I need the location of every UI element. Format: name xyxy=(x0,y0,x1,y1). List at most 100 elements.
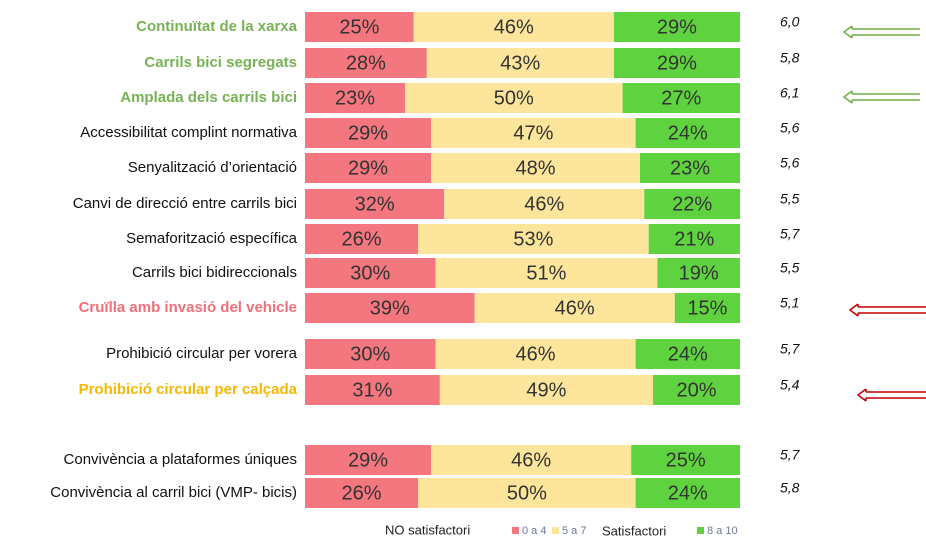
legend-swatch xyxy=(552,527,559,534)
value-label: 23% xyxy=(335,87,375,109)
value-label: 49% xyxy=(526,379,566,401)
value-label: 50% xyxy=(507,482,547,504)
bar-segment xyxy=(613,12,740,42)
value-label: 46% xyxy=(516,343,556,365)
category-label: Senyalització d’orientació xyxy=(128,159,297,176)
value-label: 30% xyxy=(350,262,390,284)
bar-segment xyxy=(413,12,614,42)
bar-segment xyxy=(639,153,740,183)
category-label: Convivència al carril bici (VMP- bicis) xyxy=(50,484,297,501)
legend-label: 8 a 10 xyxy=(707,525,738,537)
score: 5,6 xyxy=(780,120,800,136)
value-label: 29% xyxy=(348,157,388,179)
legend-group: Satisfactori xyxy=(602,523,666,538)
category-label: Prohibició circular per vorera xyxy=(106,345,298,362)
score: 6,0 xyxy=(780,14,800,30)
legend-group: NO satisfactori xyxy=(385,522,470,537)
bar-segment xyxy=(305,293,475,323)
value-label: 50% xyxy=(494,87,534,109)
value-label: 28% xyxy=(346,52,386,74)
value-label: 48% xyxy=(516,157,556,179)
value-label: 46% xyxy=(494,16,534,38)
bar-segment xyxy=(635,118,740,148)
category-label: Amplada dels carrils bici xyxy=(120,89,297,106)
legend-label: 0 a 4 xyxy=(522,525,546,537)
category-label: Canvi de direcció entre carrils bici xyxy=(73,195,297,212)
bar-segment xyxy=(613,48,740,78)
value-label: 43% xyxy=(500,52,540,74)
category-label: Semaforització específica xyxy=(126,230,298,247)
score: 5,5 xyxy=(780,260,800,276)
value-label: 26% xyxy=(342,228,382,250)
value-label: 47% xyxy=(513,122,553,144)
value-label: 22% xyxy=(672,193,712,215)
score: 5,7 xyxy=(780,226,801,242)
bar-segment xyxy=(474,293,675,323)
category-label: Accessibilitat complint normativa xyxy=(80,124,297,141)
bar-segment xyxy=(622,83,740,113)
score: 6,1 xyxy=(780,85,799,101)
bar-segment xyxy=(631,445,740,475)
bar-segment xyxy=(648,224,740,254)
score: 5,1 xyxy=(780,295,799,311)
value-label: 39% xyxy=(370,297,410,319)
category-label: Carrils bici segregats xyxy=(144,54,297,71)
bar-segment xyxy=(418,478,636,508)
bar-segment xyxy=(435,258,658,288)
value-label: 46% xyxy=(555,297,595,319)
bar-segment xyxy=(653,375,740,405)
category-label: Prohibició circular per calçada xyxy=(79,381,298,398)
arrow xyxy=(856,388,926,402)
score: 5,8 xyxy=(780,50,800,66)
value-label: 23% xyxy=(670,157,710,179)
value-label: 29% xyxy=(348,122,388,144)
value-label: 31% xyxy=(352,379,392,401)
bar-segment xyxy=(444,189,645,219)
bar-segment xyxy=(644,189,740,219)
score: 5,8 xyxy=(780,480,800,496)
bar-segment xyxy=(305,445,432,475)
bar-segment xyxy=(431,445,632,475)
bar-segment xyxy=(305,83,406,113)
value-label: 46% xyxy=(524,193,564,215)
value-label: 27% xyxy=(661,87,701,109)
bar-segment xyxy=(431,153,640,183)
bar-segment xyxy=(635,339,740,369)
bar-segment xyxy=(418,224,649,254)
score: 5,6 xyxy=(780,155,800,171)
bar-segment xyxy=(305,189,445,219)
score: 5,5 xyxy=(780,191,800,207)
bar-segment xyxy=(305,48,427,78)
value-label: 15% xyxy=(687,297,727,319)
bar-segment xyxy=(305,12,414,42)
bar-segment xyxy=(305,478,419,508)
value-label: 29% xyxy=(657,16,697,38)
bar-segment xyxy=(431,118,636,148)
value-label: 51% xyxy=(526,262,566,284)
value-label: 26% xyxy=(342,482,382,504)
bar-segment xyxy=(426,48,614,78)
legend-swatch xyxy=(512,527,519,534)
bar-segment xyxy=(305,153,432,183)
bar-segment xyxy=(439,375,653,405)
category-label: Continuïtat de la xarxa xyxy=(136,18,298,35)
bar-segment xyxy=(657,258,740,288)
legend-swatch xyxy=(697,527,704,534)
arrows xyxy=(842,25,926,402)
value-label: 32% xyxy=(355,193,395,215)
value-label: 46% xyxy=(511,449,551,471)
value-label: 29% xyxy=(657,52,697,74)
arrow xyxy=(842,25,920,39)
value-label: 20% xyxy=(676,379,716,401)
value-label: 19% xyxy=(679,262,719,284)
value-label: 24% xyxy=(668,122,708,144)
bar-segment xyxy=(305,339,436,369)
category-label: Carrils bici bidireccionals xyxy=(132,264,297,281)
arrow xyxy=(848,303,926,317)
value-label: 29% xyxy=(348,449,388,471)
bar-segment xyxy=(635,478,740,508)
score: 5,7 xyxy=(780,447,801,463)
score: 5,4 xyxy=(780,377,800,393)
bar-segment xyxy=(435,339,636,369)
